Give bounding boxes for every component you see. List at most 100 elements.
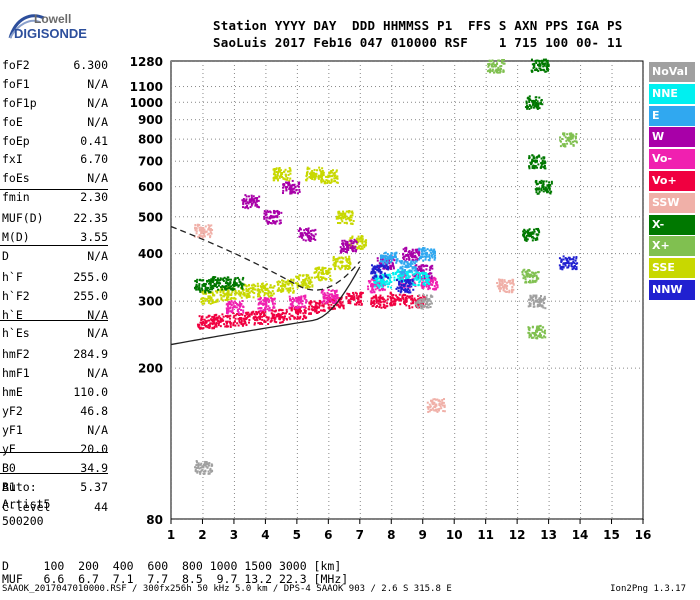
grid-dot bbox=[296, 113, 298, 114]
grid-dot bbox=[523, 86, 524, 88]
grid-dot bbox=[580, 125, 582, 126]
echo-point-sse bbox=[226, 291, 230, 295]
grid-dot bbox=[580, 497, 582, 498]
grid-dot bbox=[563, 160, 564, 162]
grid-dot bbox=[579, 253, 580, 255]
grid-dot bbox=[202, 117, 204, 118]
grid-dot bbox=[296, 197, 298, 198]
grid-dot bbox=[233, 493, 235, 494]
grid-dot bbox=[265, 161, 267, 162]
grid-dot bbox=[202, 421, 204, 422]
grid-dot bbox=[491, 216, 492, 218]
grid-dot bbox=[202, 105, 204, 106]
echo-point-sse bbox=[306, 284, 309, 287]
grid-dot bbox=[202, 169, 204, 170]
grid-dot bbox=[233, 481, 235, 482]
grid-dot bbox=[202, 405, 204, 406]
grid-dot bbox=[555, 216, 556, 218]
echo-point-sse bbox=[223, 294, 226, 297]
grid-dot bbox=[347, 61, 348, 62]
grid-dot bbox=[307, 300, 308, 302]
grid-dot bbox=[415, 119, 416, 121]
echo-point-vo bbox=[215, 316, 218, 319]
grid-dot bbox=[359, 197, 361, 198]
grid-dot bbox=[517, 201, 519, 202]
echo-point-sse bbox=[346, 267, 349, 270]
grid-dot bbox=[422, 437, 424, 438]
grid-dot bbox=[580, 349, 582, 350]
grid-dot bbox=[328, 449, 330, 450]
echo-point-vo bbox=[383, 300, 386, 303]
grid-dot bbox=[233, 205, 235, 206]
grid-dot bbox=[403, 119, 404, 121]
echo-point-sse bbox=[356, 246, 359, 249]
grid-dot bbox=[351, 253, 352, 255]
echo-point-sse bbox=[333, 177, 336, 180]
grid-dot bbox=[171, 513, 172, 514]
grid-dot bbox=[611, 353, 613, 354]
grid-dot bbox=[227, 61, 228, 62]
grid-dot bbox=[296, 81, 298, 82]
grid-dot bbox=[202, 461, 204, 462]
grid-dot bbox=[359, 445, 361, 446]
echo-point-sse bbox=[249, 287, 252, 290]
grid-dot bbox=[202, 269, 204, 270]
grid-dot bbox=[171, 229, 172, 230]
grid-dot bbox=[567, 367, 568, 369]
grid-dot bbox=[555, 186, 556, 188]
grid-dot bbox=[580, 285, 582, 286]
grid-dot bbox=[611, 177, 613, 178]
grid-dot bbox=[171, 509, 172, 510]
grid-dot bbox=[479, 119, 480, 121]
echo-point-sse bbox=[345, 218, 348, 221]
grid-dot bbox=[331, 119, 332, 121]
grid-dot bbox=[507, 300, 508, 302]
grid-dot bbox=[233, 153, 235, 154]
grid-dot bbox=[351, 367, 352, 369]
grid-dot bbox=[615, 119, 616, 121]
grid-dot bbox=[387, 186, 388, 188]
grid-dot bbox=[543, 300, 544, 302]
grid-dot bbox=[251, 61, 252, 62]
grid-dot bbox=[247, 216, 248, 218]
grid-dot bbox=[265, 85, 267, 86]
grid-dot bbox=[343, 253, 344, 255]
grid-dot bbox=[247, 119, 248, 121]
grid-dot bbox=[583, 119, 584, 121]
echo-point-vo bbox=[237, 324, 240, 327]
grid-dot bbox=[623, 253, 624, 255]
grid-dot bbox=[548, 285, 550, 286]
grid-dot bbox=[391, 245, 393, 246]
echo-point-sse bbox=[277, 288, 280, 291]
grid-dot bbox=[485, 261, 487, 262]
grid-dot bbox=[203, 101, 204, 103]
grid-dot bbox=[580, 433, 582, 434]
grid-dot bbox=[423, 186, 424, 188]
grid-dot bbox=[603, 300, 604, 302]
grid-dot bbox=[347, 101, 348, 103]
grid-dot bbox=[467, 216, 468, 218]
echo-point-sse bbox=[266, 287, 269, 290]
grid-dot bbox=[367, 138, 368, 140]
grid-dot bbox=[551, 160, 552, 162]
grid-dot bbox=[391, 509, 393, 510]
grid-dot bbox=[548, 177, 550, 178]
grid-dot bbox=[359, 277, 361, 278]
echo-point-vo bbox=[223, 323, 226, 326]
grid-dot bbox=[422, 73, 424, 74]
grid-dot bbox=[643, 125, 644, 126]
grid-dot bbox=[347, 138, 348, 140]
grid-dot bbox=[467, 367, 468, 369]
grid-dot bbox=[171, 445, 172, 446]
param-value: N/A bbox=[87, 326, 108, 341]
echo-point-sse bbox=[246, 295, 249, 298]
grid-dot bbox=[543, 119, 544, 121]
grid-dot bbox=[363, 300, 364, 302]
echo-point-vo bbox=[198, 326, 201, 329]
echo-point-sse bbox=[280, 171, 284, 175]
grid-dot bbox=[202, 213, 204, 214]
echo-point-sse bbox=[286, 289, 289, 292]
echo-point-vo bbox=[326, 302, 329, 305]
grid-dot bbox=[583, 367, 584, 369]
echo-point-sse bbox=[289, 169, 292, 172]
